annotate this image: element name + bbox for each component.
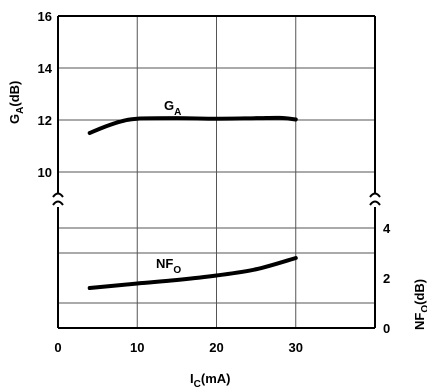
axis-break-marks [52,192,381,206]
y-right-tick-label: 0 [383,321,390,336]
grid-lines [58,16,375,328]
axis-break-right-bottom [369,200,381,206]
x-tick-label: 20 [209,340,223,355]
axis-break-left-bottom [52,200,64,206]
y-right-tick-label: 4 [383,221,391,236]
axis-break-left-top [52,192,64,198]
x-axis-label: IC(mA) [190,371,230,389]
plot-frame [57,15,376,329]
y-left-tick-label: 14 [38,61,53,76]
series-label-ga: GA [164,98,181,118]
y-right-tick-label: 2 [383,271,390,286]
x-tick-label: 10 [130,340,144,355]
series-line-nfo [87,256,298,290]
axis-break-right-top [369,192,381,198]
y-left-tick-label: 12 [38,113,52,128]
y-right-axis-label: NFO(dB) [412,279,427,330]
tick-labels: 0 10 20 30 10 12 14 16 0 2 4 [38,9,391,355]
series-line-ga [87,115,298,135]
y-left-tick-label: 16 [38,9,52,24]
x-tick-label: 30 [289,340,303,355]
x-tick-label: 0 [54,340,61,355]
series-label-nfo: NFO [156,256,181,276]
y-left-axis-label: GA(dB) [7,81,26,124]
series-lines [87,115,298,290]
y-left-tick-label: 10 [38,165,52,180]
